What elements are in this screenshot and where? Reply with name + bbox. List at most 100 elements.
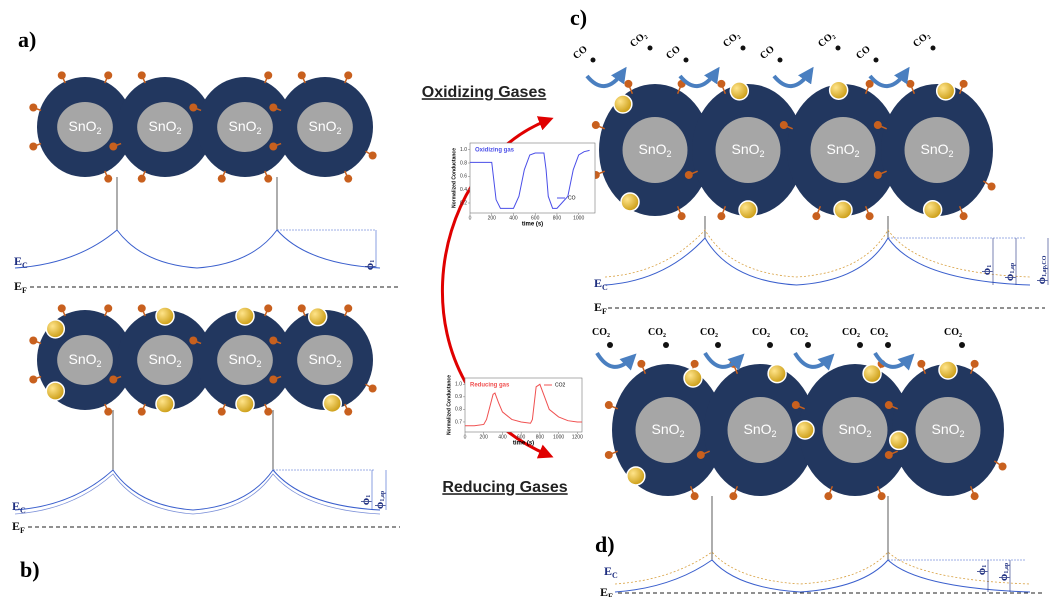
metal-particle: [156, 395, 174, 413]
oxygen-ion: [29, 375, 37, 383]
molecule-base: CO: [571, 44, 590, 62]
molecule: CO2: [944, 327, 962, 339]
ef-label-base: E: [14, 279, 22, 293]
heading: Reducing Gases: [442, 479, 567, 496]
particle-label-base: SnO: [920, 141, 948, 157]
barrier-sub: 1,ap: [1004, 562, 1010, 574]
particle-label-base: SnO: [148, 351, 176, 367]
particle-label-sub: 2: [337, 359, 342, 369]
barrier-label: ϕ1: [362, 260, 377, 271]
molecule: CO2: [790, 327, 808, 339]
particle-label-base: SnO: [228, 118, 256, 134]
molecule-base: CO: [790, 327, 805, 338]
particle-label-sub: 2: [97, 359, 102, 369]
ec-label: EC: [604, 564, 618, 581]
x-axis-label: time (s): [513, 441, 534, 447]
atom: [857, 342, 863, 348]
particle-label-sub: 2: [177, 359, 182, 369]
oxygen-ion: [269, 375, 277, 383]
metal-particle: [730, 82, 748, 100]
ef-label: EF: [600, 585, 613, 597]
metal-particle: [156, 307, 174, 325]
molecule-sub: 2: [607, 333, 610, 339]
atom: [959, 342, 965, 348]
panel-label: b): [20, 557, 40, 582]
particle-label-sub: 2: [257, 359, 262, 369]
x-tick-label: 400: [509, 215, 518, 221]
oxygen-ion: [678, 212, 686, 220]
oxygen-ion: [264, 304, 272, 312]
ec-label-sub: C: [20, 506, 26, 515]
oxygen-ion: [691, 360, 699, 368]
oxygen-ion: [999, 463, 1007, 471]
oxygen-ion: [104, 175, 112, 183]
y-axis-label: Normalized Conductance: [446, 375, 452, 435]
atom: [874, 58, 879, 63]
particle-label-base: SnO: [931, 421, 959, 437]
particle-label-base: SnO: [308, 118, 336, 134]
molecule: CO: [854, 44, 873, 62]
ef-label-base: E: [12, 519, 20, 533]
metal-particle: [739, 201, 757, 219]
oxygen-ion: [717, 80, 725, 88]
molecule-base: CO: [944, 327, 959, 338]
particle-label-sub: 2: [667, 149, 672, 159]
oxygen-ion: [729, 492, 737, 500]
oxygen-ion: [58, 304, 66, 312]
oxygen-ion: [344, 71, 352, 79]
x-tick-label: 200: [480, 434, 489, 440]
oxygen-ion: [874, 171, 882, 179]
oxygen-ion: [344, 304, 352, 312]
molecule: CO: [664, 44, 683, 62]
oxygen-ion: [189, 337, 197, 345]
x-tick-label: 600: [531, 215, 540, 221]
metal-particle: [684, 369, 702, 387]
molecule: CO2: [628, 30, 650, 51]
oxygen-ion: [592, 121, 600, 129]
ec-label-base: E: [12, 499, 20, 513]
metal-particle: [939, 361, 957, 379]
molecule-base: CO: [842, 327, 857, 338]
x-tick-label: 0: [464, 434, 467, 440]
barrier-label: ϕ1,ap,CO: [1034, 255, 1049, 284]
oxygen-ion: [189, 104, 197, 112]
conduction-band: [605, 238, 1030, 285]
barrier-label: ϕ1: [979, 265, 994, 276]
ef-label-base: E: [600, 585, 608, 597]
panel-label: c): [570, 5, 587, 30]
metal-particle: [834, 201, 852, 219]
molecule-base: CO: [854, 44, 873, 62]
oxygen-ion: [605, 451, 613, 459]
molecule-base: CO: [911, 32, 930, 50]
oxygen-ion: [104, 71, 112, 79]
reaction-arrow: [587, 72, 623, 86]
ec-label-base: E: [604, 564, 612, 578]
molecule-sub: 2: [805, 333, 808, 339]
x-tick-label: 200: [488, 215, 497, 221]
metal-particle: [768, 365, 786, 383]
metal-particle: [621, 193, 639, 211]
oxygen-ion: [138, 408, 146, 416]
particle-label-base: SnO: [638, 141, 666, 157]
oxygen-ion: [874, 121, 882, 129]
ec-label-sub: C: [612, 571, 618, 580]
oxygen-ion: [269, 142, 277, 150]
ec-label-sub: C: [22, 261, 28, 270]
barrier-sub: 1: [982, 565, 988, 568]
oxygen-ion: [298, 71, 306, 79]
x-tick-label: 0: [469, 215, 472, 221]
ef-label: EF: [594, 300, 607, 317]
oxygen-ion: [960, 212, 968, 220]
ef-label-base: E: [594, 300, 602, 314]
heading: Oxidizing Gases: [422, 84, 547, 101]
molecule-sub: 2: [715, 333, 718, 339]
molecule-base: CO: [758, 44, 777, 62]
barrier-sub: 1,ap: [380, 490, 386, 502]
reaction-arrow: [705, 353, 740, 367]
oxygen-ion: [917, 360, 925, 368]
ec-label: EC: [12, 499, 26, 516]
oxygen-ion: [971, 360, 979, 368]
molecule: CO2: [721, 30, 743, 51]
reaction-arrow: [774, 72, 810, 86]
oxygen-ion: [264, 175, 272, 183]
